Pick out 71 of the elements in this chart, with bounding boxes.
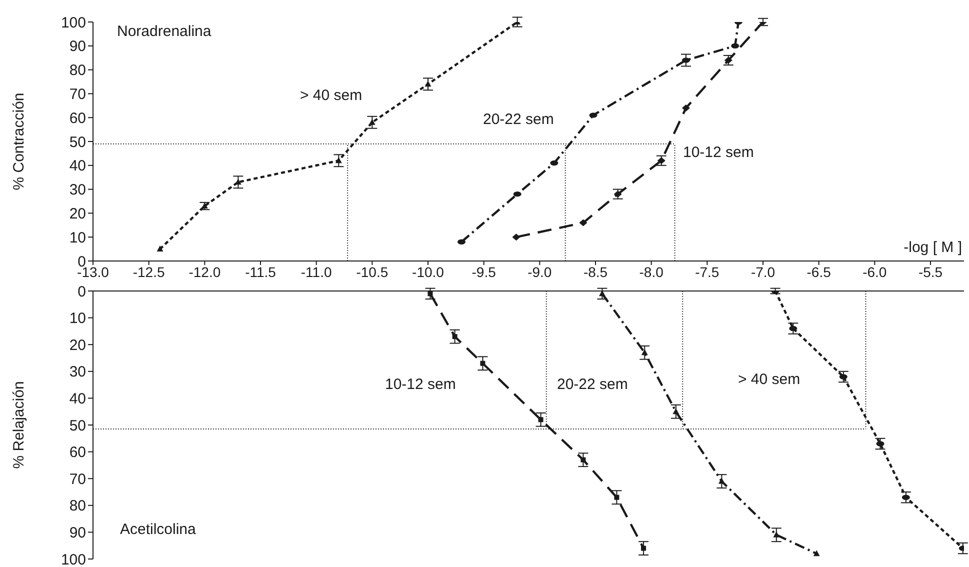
x-tick-label: -9.5	[472, 264, 496, 280]
point	[428, 291, 433, 296]
y-tick-label: 80	[69, 498, 86, 515]
point	[452, 334, 458, 340]
point	[641, 349, 648, 356]
y-axis-title: % Contracción	[10, 92, 28, 190]
point	[335, 157, 342, 164]
x-tick-label: -8.5	[583, 264, 608, 280]
y-tick-label: 30	[69, 182, 86, 199]
y-tick-label: 100	[60, 14, 86, 32]
y-tick-label: 70	[69, 86, 86, 104]
y-tick-label: 60	[69, 110, 86, 127]
series-label: 10-12 sem	[683, 144, 754, 161]
point	[156, 246, 164, 252]
x-tick-label: -10.0	[412, 264, 444, 280]
point	[641, 546, 646, 551]
y-tick-label: 10	[69, 229, 86, 246]
point	[614, 494, 620, 500]
x-tick-label: -6.5	[806, 264, 832, 280]
point	[599, 291, 606, 296]
y-tick-label: 100	[60, 551, 86, 567]
point	[580, 457, 586, 462]
y-tick-label: 40	[69, 158, 86, 175]
x-axis-title: -log [ M ]	[904, 239, 962, 256]
x-tick-label: -10.5	[356, 264, 388, 280]
point	[480, 360, 486, 366]
series-label: 10-12 sem	[385, 376, 456, 393]
x-tick-label: -7.0	[750, 264, 776, 280]
point	[789, 326, 798, 332]
point	[201, 202, 208, 209]
y-tick-label: 30	[69, 364, 86, 381]
x-tick-label: -12.0	[188, 264, 221, 280]
series-label: > 40 sem	[738, 370, 800, 388]
point	[368, 118, 376, 125]
series-label: > 40 sem	[300, 86, 362, 104]
point	[773, 531, 780, 538]
point	[424, 80, 432, 87]
y-tick-label: 50	[69, 134, 86, 151]
x-tick-label: -9.0	[528, 264, 552, 280]
point	[718, 478, 725, 484]
point	[813, 550, 820, 556]
text: Acetilcolina	[120, 520, 197, 538]
y-tick-label: 60	[69, 444, 86, 462]
series-label: 20-22 sem	[557, 376, 628, 393]
x-tick-label: -8.0	[639, 264, 664, 280]
series-label: 20-22 sem	[483, 110, 554, 128]
point	[550, 160, 558, 166]
y-tick-label: 50	[69, 417, 86, 434]
x-tick-label: -11.5	[245, 264, 276, 280]
point	[682, 104, 690, 112]
chart-title: Noradrenalina	[117, 22, 212, 40]
x-tick-label: -11.0	[300, 264, 332, 280]
y-tick-label: 70	[69, 470, 86, 488]
y-tick-label: 90	[69, 524, 86, 542]
x-tick-label: -6.0	[862, 264, 887, 280]
y-tick-label: 0	[78, 283, 86, 300]
y-tick-label: 40	[69, 390, 86, 408]
point	[512, 234, 520, 241]
y-tick-label: 20	[69, 336, 86, 354]
y-tick-label: 90	[69, 38, 86, 56]
y-tick-label: 80	[69, 62, 86, 80]
point	[538, 417, 544, 422]
x-tick-label: -12.5	[132, 264, 165, 280]
y-axis-title: % Relajación	[10, 381, 28, 469]
point	[513, 191, 522, 197]
x-tick-label: -7.5	[695, 264, 720, 280]
point	[579, 219, 588, 226]
y-tick-label: 10	[69, 310, 86, 328]
x-tick-label: -5.5	[918, 264, 943, 280]
point	[672, 408, 680, 414]
y-tick-label: 20	[69, 206, 86, 223]
